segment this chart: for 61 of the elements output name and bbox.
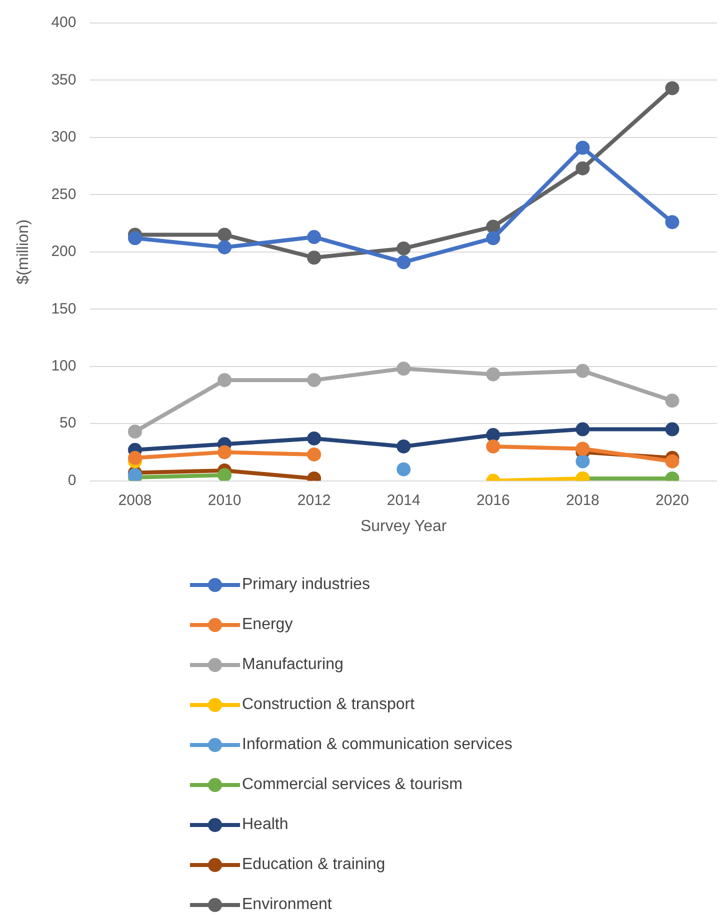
- y-tick-label: 300: [51, 128, 76, 146]
- point: [396, 255, 411, 270]
- legend-label: Primary industries: [242, 576, 370, 594]
- x-tick-label: 2008: [118, 492, 152, 509]
- point: [218, 240, 232, 254]
- y-tick-label: 100: [51, 357, 76, 374]
- legend-label: Information & communication services: [242, 736, 512, 754]
- y-tick-label: 350: [51, 71, 76, 88]
- y-tick-label: 150: [51, 300, 76, 318]
- x-tick-label: 2014: [386, 492, 420, 509]
- legend-label: Environment: [242, 896, 332, 914]
- point: [486, 367, 500, 382]
- legend-label: Manufacturing: [242, 656, 344, 674]
- y-tick-label: 400: [51, 14, 76, 32]
- point: [486, 220, 500, 234]
- point: [576, 442, 590, 456]
- y-tick-label: 0: [68, 472, 76, 489]
- point: [576, 161, 590, 176]
- y-tick-label: 200: [51, 243, 76, 260]
- x-tick-label: 2012: [297, 492, 331, 509]
- legend-label: Energy: [242, 616, 293, 634]
- point: [128, 231, 142, 246]
- point: [396, 241, 411, 256]
- y-tick-label: 50: [60, 414, 76, 432]
- point: [396, 462, 411, 476]
- point: [665, 394, 680, 408]
- y-axis-title: $(million): [15, 219, 32, 284]
- point: [576, 140, 590, 155]
- point: [486, 231, 500, 246]
- point: [396, 362, 411, 376]
- point: [307, 250, 322, 265]
- point: [576, 422, 590, 436]
- point: [307, 230, 322, 244]
- point: [665, 81, 680, 96]
- point: [665, 454, 680, 468]
- point: [307, 431, 322, 446]
- x-tick-label: 2010: [208, 492, 242, 509]
- x-tick-label: 2020: [656, 492, 689, 509]
- point: [307, 447, 322, 462]
- point: [218, 468, 232, 481]
- x-axis-title: Survey Year: [360, 518, 448, 535]
- point: [396, 439, 411, 454]
- point: [665, 215, 680, 230]
- point: [486, 439, 500, 454]
- point: [218, 373, 232, 388]
- x-tick-label: 2018: [566, 492, 600, 509]
- legend-label: Construction & transport: [242, 696, 415, 714]
- point: [576, 364, 590, 378]
- point: [128, 450, 142, 465]
- y-tick-label: 250: [51, 186, 76, 203]
- legend-label: Commercial services & tourism: [242, 776, 462, 794]
- point: [576, 454, 590, 468]
- point: [486, 428, 500, 442]
- point: [218, 228, 232, 242]
- x-tick-label: 2016: [476, 492, 510, 509]
- point: [128, 424, 142, 439]
- point: [307, 373, 322, 388]
- legend-label: Education & training: [242, 856, 386, 874]
- point: [218, 445, 232, 460]
- point: [665, 422, 680, 436]
- legend-label: Health: [242, 816, 288, 834]
